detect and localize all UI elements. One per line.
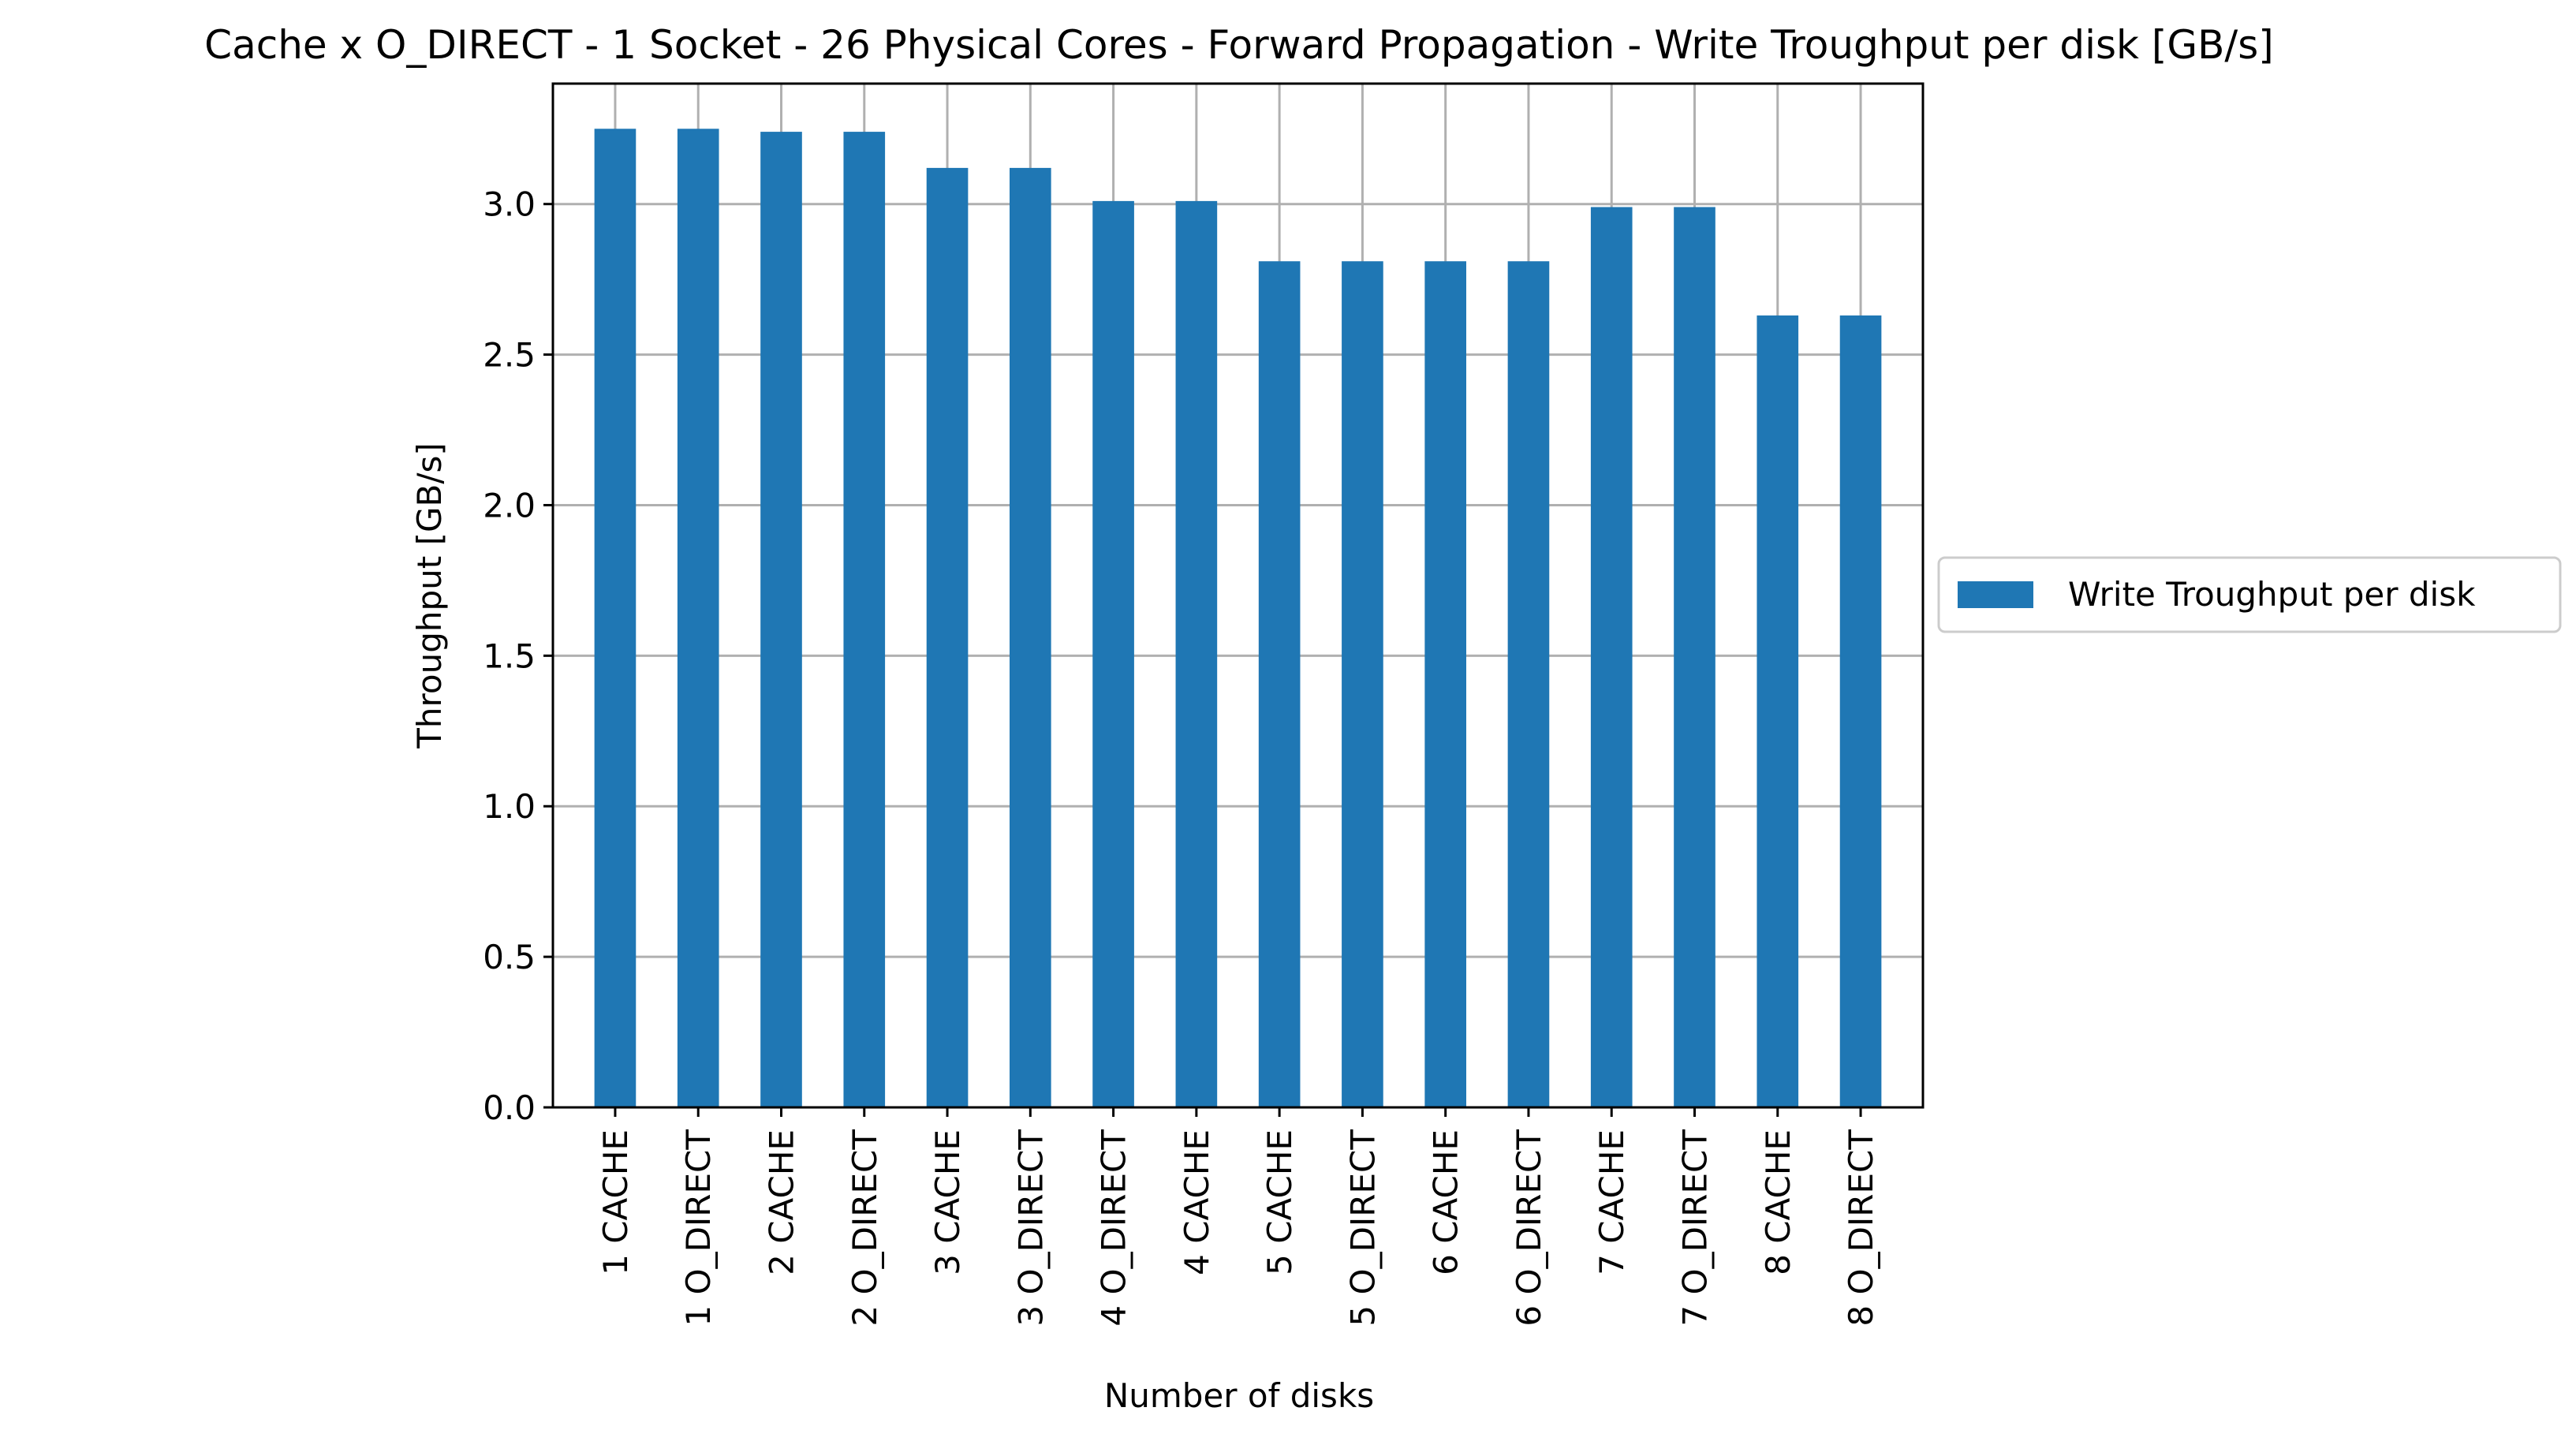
y-tick-label: 2.5 [483,336,536,375]
x-tick-label: 5 CACHE [1260,1129,1299,1275]
x-tick-label: 3 O_DIRECT [1011,1129,1050,1327]
x-tick-label: 6 O_DIRECT [1510,1129,1548,1327]
bar [1590,207,1633,1107]
bar [760,132,802,1107]
chart-title: Cache x O_DIRECT - 1 Socket - 26 Physica… [204,22,2274,68]
bar [1175,200,1218,1108]
bar [677,129,719,1108]
y-tick-label: 0.5 [483,938,536,976]
x-tick-label: 3 CACHE [928,1129,967,1275]
bar [1839,315,1882,1107]
x-tick-label: 7 O_DIRECT [1676,1129,1715,1327]
bar [1258,261,1301,1107]
y-tick-label: 1.0 [483,787,536,826]
y-axis-label: Throughput [GB/s] [410,442,449,748]
x-tick-label: 7 CACHE [1592,1129,1631,1275]
y-tick-label: 0.0 [483,1088,536,1127]
x-tick-label: 8 O_DIRECT [1842,1129,1880,1327]
bar [1757,315,1799,1107]
plot-frame [551,82,1925,1109]
x-tick-label: 8 CACHE [1759,1129,1798,1275]
y-tick-label: 1.5 [483,637,536,675]
legend-label: Write Troughput per disk [2068,575,2476,614]
bar [594,129,637,1108]
x-tick-label: 1 O_DIRECT [679,1129,718,1327]
x-tick-label: 4 CACHE [1178,1129,1216,1275]
bar [1092,200,1134,1108]
bar [1507,261,1550,1107]
bar [843,132,886,1107]
x-axis-label: Number of disks [1104,1376,1374,1415]
legend: Write Troughput per disk [1937,556,2562,633]
bar [1424,261,1466,1107]
legend-swatch [1958,581,2033,608]
y-tick-label: 3.0 [483,185,536,224]
x-tick-label: 2 CACHE [763,1129,801,1275]
bar [1010,167,1051,1107]
bar [926,167,969,1107]
bar [1674,207,1715,1107]
x-tick-label: 6 CACHE [1427,1129,1465,1275]
legend-frame [1937,556,2562,633]
x-tick-label: 2 O_DIRECT [846,1129,884,1327]
x-axis-ticks: 1 CACHE 1 O_DIRECT 2 CACHE 2 O_DIRECT 3 CACH… [596,1107,1880,1327]
y-axis-ticks: 0.0 0.5 1.0 1.5 2.0 2.5 3.0 [483,185,553,1127]
y-tick-label: 2.0 [483,486,536,525]
bars [594,129,1882,1108]
bar [1342,261,1383,1107]
x-tick-label: 1 CACHE [596,1129,635,1275]
x-tick-label: 4 O_DIRECT [1095,1129,1133,1327]
x-tick-label: 5 O_DIRECT [1343,1129,1382,1327]
